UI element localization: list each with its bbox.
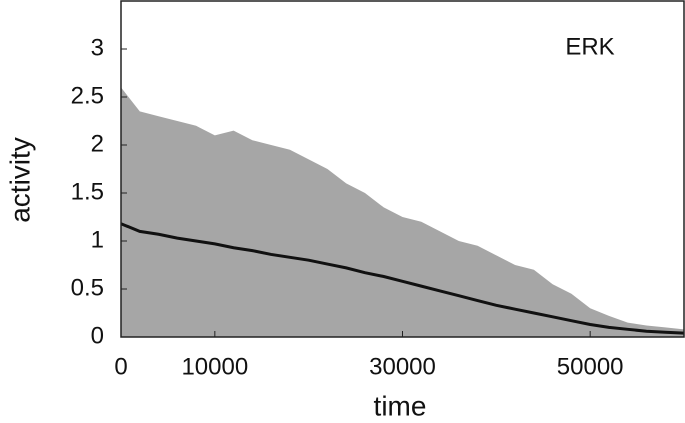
y-tick-label: 1.5 [71,178,104,205]
x-axis-label: time [374,390,427,421]
x-tick-label: 50000 [557,353,624,380]
y-tick-label: 1 [91,226,104,253]
line [120,222,685,335]
y-tick-label: 3 [91,34,104,61]
x-tick-label: 30000 [369,353,436,380]
y-axis-label: activity [4,137,35,223]
x-tick-label: 0 [114,353,127,380]
annotation: ERK [565,33,614,60]
y-tick-label: 2.5 [71,82,104,109]
y-tick-label: 0.5 [71,274,104,301]
x-tick-label: 10000 [181,353,248,380]
y-tick-label: 2 [91,130,104,157]
area [121,87,684,338]
y-tick-label: 0 [91,322,104,349]
